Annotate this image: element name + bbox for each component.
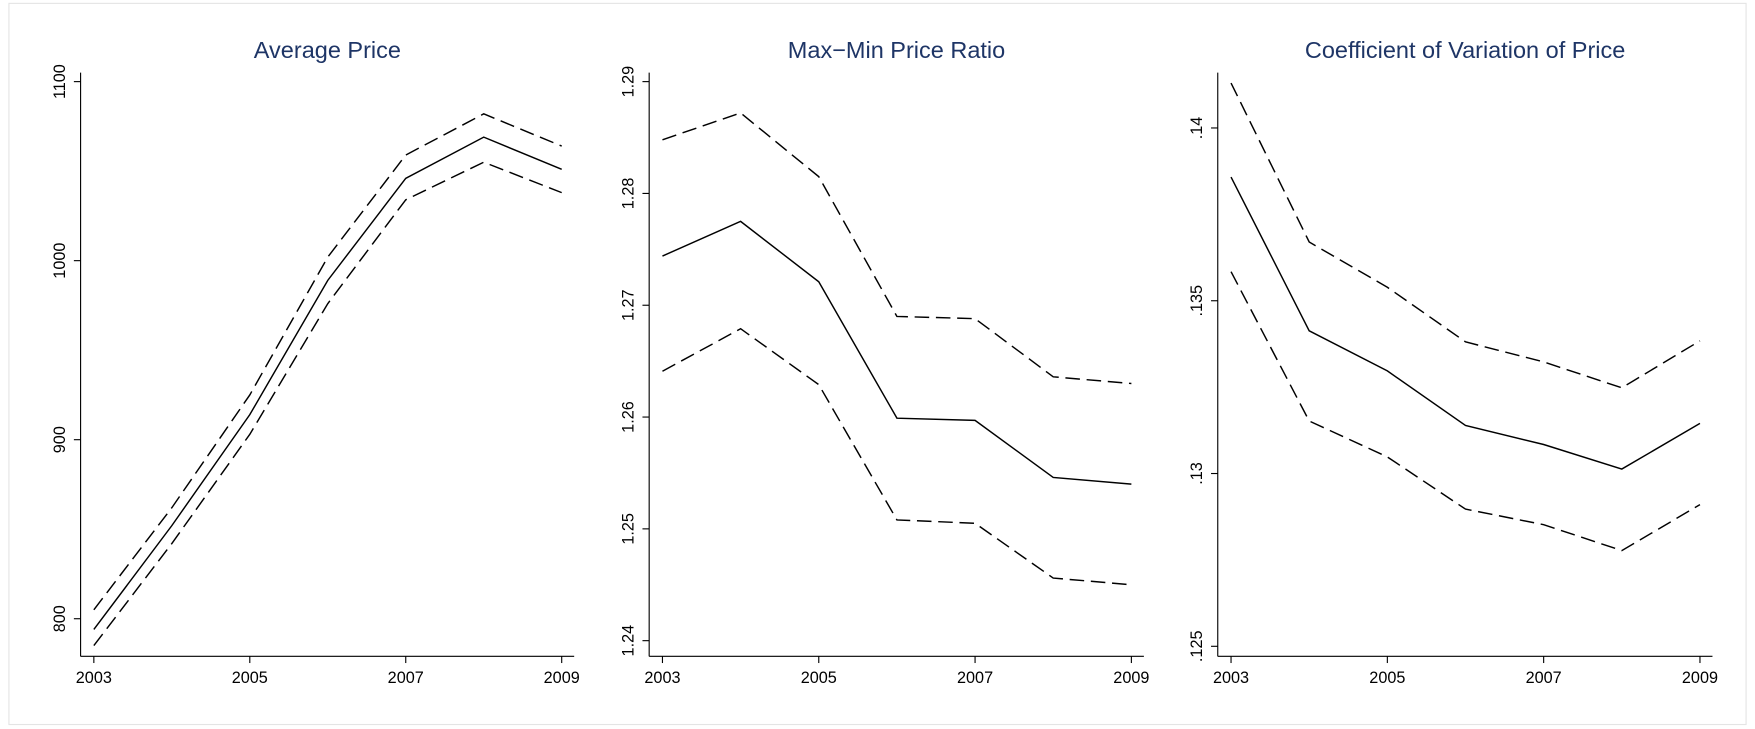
- series-line: [1230, 176, 1701, 470]
- y-tick-label: 1.26: [619, 401, 637, 433]
- y-tick-label: 1.25: [619, 513, 637, 545]
- band-line: [1230, 82, 1701, 389]
- y-tick-label: .125: [1188, 631, 1206, 663]
- series-line: [662, 220, 1132, 485]
- x-tick-label: 2005: [1369, 669, 1405, 687]
- x-tick-label: 2007: [1526, 669, 1562, 687]
- x-tick-label: 2003: [1213, 669, 1249, 687]
- y-tick-label: 1.24: [619, 625, 637, 657]
- x-tick-label: 2003: [644, 669, 680, 687]
- band-line: [662, 112, 1132, 385]
- y-tick-label: .14: [1188, 117, 1206, 140]
- x-tick-label: 2007: [388, 669, 424, 687]
- x-tick-label: 2005: [232, 669, 268, 687]
- chart-title: Average Price: [254, 37, 401, 63]
- y-tick-label: 1.29: [619, 66, 637, 98]
- frame: [8, 2, 1747, 726]
- band-line: [93, 113, 562, 611]
- chart-title: Coefficient of Variation of Price: [1305, 37, 1625, 63]
- band-line: [662, 327, 1132, 586]
- y-tick-label: 900: [51, 426, 69, 453]
- y-tick-label: .13: [1188, 462, 1206, 485]
- y-tick-label: 1000: [51, 243, 69, 279]
- y-tick-label: 800: [51, 605, 69, 632]
- y-tick-label: 1.27: [619, 289, 637, 321]
- x-tick-label: 2009: [1113, 669, 1149, 687]
- x-tick-label: 2009: [544, 669, 580, 687]
- series-line: [93, 136, 562, 630]
- band-line: [1230, 271, 1701, 552]
- chart-title: Max−Min Price Ratio: [788, 37, 1005, 63]
- y-tick-label: 1100: [51, 64, 69, 99]
- band-line: [93, 161, 562, 647]
- x-tick-label: 2007: [957, 669, 993, 687]
- x-tick-label: 2009: [1682, 669, 1718, 687]
- y-tick-label: 1.28: [619, 178, 637, 210]
- x-tick-label: 2003: [76, 669, 112, 687]
- x-tick-label: 2005: [801, 669, 837, 687]
- y-tick-label: .135: [1188, 285, 1206, 317]
